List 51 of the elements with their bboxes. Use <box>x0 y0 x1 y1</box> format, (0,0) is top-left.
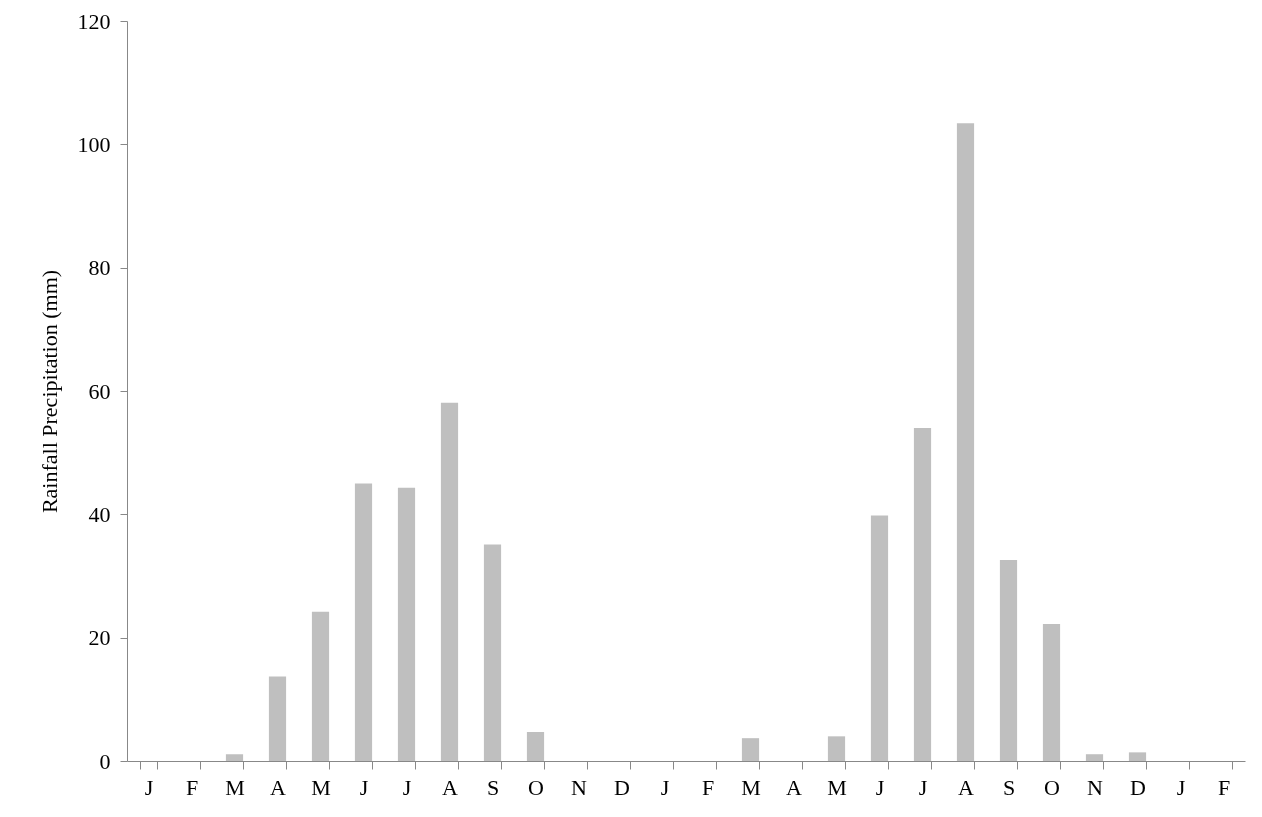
x-tick-label: J <box>660 774 670 800</box>
bar <box>483 544 502 761</box>
bar <box>741 738 760 761</box>
x-tick-label: M <box>741 774 761 800</box>
x-tick-label: A <box>786 774 803 800</box>
y-tick-label: 80 <box>88 255 111 281</box>
x-tick-label: M <box>311 774 331 800</box>
x-tick-label: O <box>528 774 544 800</box>
x-tick-label: F <box>1217 774 1231 800</box>
bar <box>999 559 1018 761</box>
x-tick-label: A <box>442 774 459 800</box>
bar <box>913 428 932 761</box>
x-tick-label: J <box>1176 774 1186 800</box>
x-tick-label: N <box>1087 774 1104 800</box>
x-tick-label: O <box>1044 774 1060 800</box>
bar <box>1042 624 1061 761</box>
bar <box>397 487 416 761</box>
bar <box>956 123 975 761</box>
x-tick-label: D <box>614 774 630 800</box>
x-tick-label: J <box>402 774 412 800</box>
y-axis-title: Rainfall Precipitation (mm) <box>36 269 62 514</box>
bar <box>827 736 846 761</box>
x-tick-label: J <box>359 774 369 800</box>
bar <box>225 754 244 761</box>
y-tick-label: 100 <box>77 131 111 157</box>
x-tick-label: S <box>486 774 500 800</box>
bar <box>526 732 545 761</box>
y-tick-label: 40 <box>88 501 111 527</box>
x-tick-label: F <box>185 774 199 800</box>
x-tick-label: A <box>270 774 287 800</box>
x-tick-label: N <box>571 774 588 800</box>
x-tick-label: J <box>144 774 154 800</box>
bar <box>1128 752 1147 761</box>
x-tick-label: M <box>225 774 245 800</box>
y-tick-label: 120 <box>77 8 111 34</box>
y-tick-label: 60 <box>88 378 111 404</box>
y-tick-label: 0 <box>99 748 111 774</box>
bar <box>268 676 287 761</box>
bar <box>440 402 459 761</box>
x-tick-label: D <box>1130 774 1146 800</box>
x-tick-label: F <box>701 774 715 800</box>
bar <box>1085 754 1104 761</box>
bar <box>354 483 373 761</box>
x-tick-label: A <box>958 774 975 800</box>
bar <box>870 515 889 761</box>
bar <box>311 611 330 761</box>
x-tick-label: J <box>918 774 928 800</box>
y-tick-label: 20 <box>88 625 111 651</box>
x-tick-label: J <box>875 774 885 800</box>
x-tick-label: S <box>1002 774 1016 800</box>
x-tick-label: M <box>827 774 847 800</box>
